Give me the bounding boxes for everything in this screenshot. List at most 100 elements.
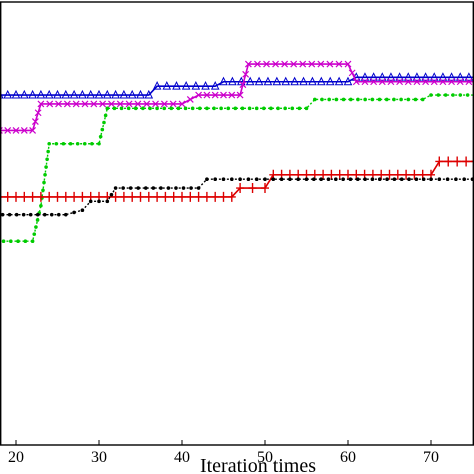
series-marker	[191, 81, 201, 90]
series-marker	[186, 191, 195, 202]
series-marker	[262, 106, 266, 111]
series-marker	[23, 239, 28, 244]
series-marker	[385, 177, 389, 181]
series-marker	[43, 172, 47, 177]
series-marker	[219, 76, 228, 86]
series-marker	[455, 72, 465, 81]
series-marker	[176, 106, 181, 111]
series-marker	[36, 191, 45, 202]
series-marker	[334, 76, 344, 86]
series-marker	[227, 191, 236, 202]
series-marker	[385, 169, 394, 180]
series-line	[0, 94, 474, 242]
series-marker	[103, 113, 108, 118]
series-marker	[344, 169, 352, 180]
series-marker	[242, 70, 250, 78]
series-marker	[355, 177, 360, 181]
series-marker	[159, 186, 163, 190]
series-marker	[326, 177, 331, 181]
series-marker	[44, 89, 54, 99]
series-marker	[196, 186, 201, 190]
series-marker	[111, 89, 120, 99]
x-axis-ticks: 20 30 40 50 60 70	[8, 440, 439, 466]
series-marker	[335, 60, 343, 68]
series-marker	[421, 177, 426, 181]
series-marker	[438, 72, 448, 81]
series-marker	[20, 127, 28, 134]
series-marker	[126, 106, 131, 111]
series-marker	[98, 134, 103, 139]
series-marker	[233, 106, 238, 111]
series-marker	[453, 156, 462, 167]
series-marker	[97, 199, 101, 204]
series-marker	[39, 203, 43, 208]
series-marker	[451, 93, 455, 97]
series-marker	[54, 141, 59, 146]
series-marker	[14, 212, 19, 217]
series-marker	[335, 169, 344, 180]
series-marker	[205, 106, 209, 111]
series-marker	[421, 72, 430, 81]
series-marker	[109, 192, 114, 197]
series-marker	[63, 100, 71, 108]
series-marker	[144, 89, 154, 99]
series-marker	[213, 177, 217, 181]
series-marker	[181, 186, 186, 190]
series-marker	[70, 191, 79, 202]
series-marker	[238, 177, 242, 181]
series-marker	[220, 91, 227, 99]
series-marker	[197, 106, 202, 111]
series-marker	[230, 177, 234, 181]
series-marker	[169, 106, 174, 111]
series-marker	[370, 177, 375, 181]
series-marker	[28, 191, 37, 202]
series-marker	[363, 177, 367, 181]
series-marker	[212, 106, 216, 111]
series-marker	[0, 212, 5, 217]
series-marker	[261, 183, 269, 194]
series-marker	[141, 106, 145, 111]
series-marker	[377, 72, 387, 81]
series-marker	[297, 106, 302, 111]
series-marker	[55, 100, 62, 108]
series-marker	[202, 191, 211, 202]
series-marker	[333, 177, 338, 181]
series-marker	[272, 76, 282, 86]
series-marker	[369, 72, 378, 81]
series-marker	[178, 100, 186, 108]
series-marker	[108, 100, 115, 108]
series-marker	[219, 106, 223, 111]
series-marker	[344, 60, 352, 68]
series-marker	[319, 177, 323, 181]
series-marker	[370, 78, 378, 86]
series-marker	[190, 106, 195, 111]
series-marker	[90, 141, 94, 146]
series-marker	[288, 177, 292, 181]
x-tick-label: 40	[174, 449, 190, 466]
series-marker	[11, 89, 21, 99]
series-marker	[352, 169, 361, 180]
series-marker	[456, 78, 464, 86]
series-marker	[436, 93, 441, 97]
series-marker	[75, 141, 80, 146]
series-marker	[119, 191, 128, 202]
series-marker	[37, 100, 45, 108]
series-marker	[439, 78, 447, 86]
series-marker	[395, 72, 404, 81]
series-marker	[88, 199, 93, 204]
series-marker	[320, 97, 324, 102]
series-marker	[45, 157, 49, 162]
series-marker	[236, 91, 244, 99]
series-marker	[20, 191, 29, 202]
series-marker	[112, 106, 117, 111]
series-marker	[410, 169, 419, 180]
series-marker	[21, 212, 26, 217]
series-marker	[403, 72, 413, 81]
series-marker	[263, 76, 273, 86]
series-marker	[161, 191, 170, 202]
series-marker	[420, 97, 425, 102]
series-marker	[127, 89, 137, 99]
series-2	[0, 60, 474, 134]
series-marker	[312, 177, 316, 181]
series-marker	[281, 60, 289, 68]
